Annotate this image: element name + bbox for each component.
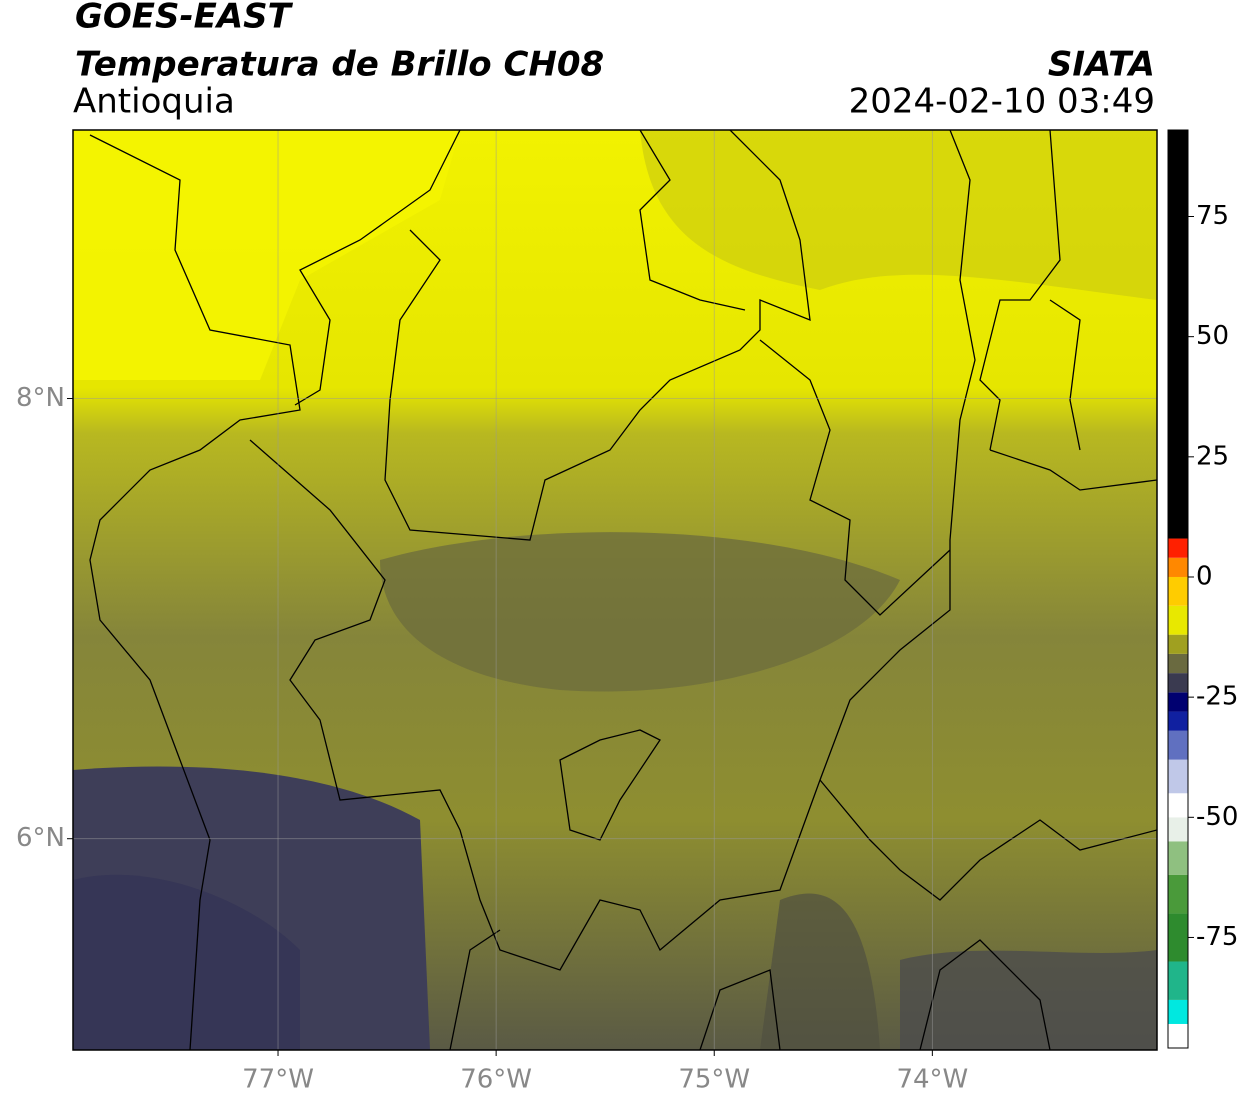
colorbar-segment xyxy=(1168,711,1188,731)
colorbar-segment xyxy=(1168,841,1188,875)
colorbar-segment xyxy=(1168,557,1188,577)
y-tick-label: 6°N xyxy=(16,823,65,853)
datetime: 2024-02-10 03:49 xyxy=(849,82,1155,122)
colorbar-segment xyxy=(1168,673,1188,693)
subtitle: Temperatura de Brillo CH08 xyxy=(75,45,604,85)
colorbar-segment xyxy=(1168,130,1188,539)
colorbar-segment xyxy=(1168,817,1188,842)
graticule xyxy=(73,130,1157,1050)
colorbar-segment xyxy=(1168,961,1188,1000)
x-tick-label: 74°W xyxy=(896,1065,968,1095)
colorbar-segment xyxy=(1168,793,1188,818)
colorbar-segment xyxy=(1168,538,1188,558)
colorbar-segment xyxy=(1168,999,1188,1024)
x-tick-label: 77°W xyxy=(242,1065,314,1095)
map-field xyxy=(73,130,1157,1050)
region: Antioquia xyxy=(73,82,235,122)
colorbar-segment xyxy=(1168,653,1188,674)
x-tick-label: 76°W xyxy=(460,1065,532,1095)
colorbar-tick-label: 25 xyxy=(1196,441,1229,471)
colorbar-segment xyxy=(1168,692,1188,712)
map-frame xyxy=(72,129,1158,1051)
colorbar-tick-label: -75 xyxy=(1196,922,1238,952)
colorbar-segment xyxy=(1168,1023,1188,1048)
colorbar-segment xyxy=(1168,634,1188,654)
x-tick-label: 75°W xyxy=(678,1065,750,1095)
colorbar-tick-label: 0 xyxy=(1196,561,1213,591)
colorbar-segment xyxy=(1168,730,1188,760)
title: GOES-EAST xyxy=(75,0,294,37)
colorbar-segment xyxy=(1168,759,1188,794)
colorbar-frame xyxy=(1167,129,1189,1049)
colorbar-segment xyxy=(1168,605,1188,635)
colorbar-segment xyxy=(1168,576,1188,606)
y-tick-label: 8°N xyxy=(16,383,65,413)
colorbar: 75 50 25 0 -25 -50 -75 xyxy=(1167,129,1238,1049)
colorbar-segment xyxy=(1168,913,1188,962)
colorbar-tick-label: -25 xyxy=(1196,682,1238,712)
colorbar-tick-label: -50 xyxy=(1196,802,1238,832)
colorbar-tick-label: 75 xyxy=(1196,201,1229,231)
colorbar-segment xyxy=(1168,874,1188,914)
colorbar-tick-label: 50 xyxy=(1196,321,1229,351)
source: SIATA xyxy=(1048,45,1155,85)
